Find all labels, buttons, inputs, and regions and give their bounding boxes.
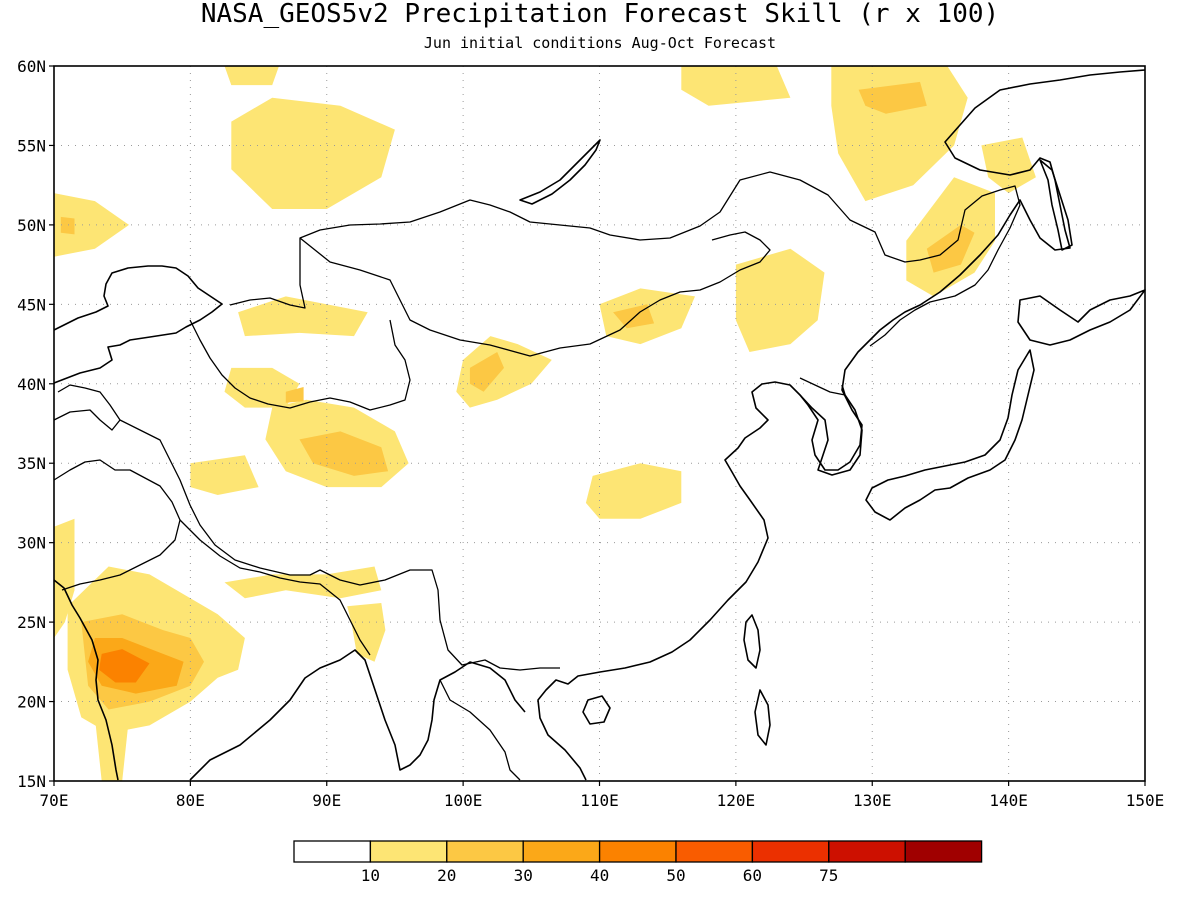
coastline-korea [799, 384, 863, 476]
colorbar-swatch [293, 840, 372, 863]
y-tick-label: 25N [17, 613, 46, 632]
colorbar-swatch [828, 840, 906, 863]
skill-region-altai-north-10 [224, 66, 279, 86]
skill-region-gansu-ningxia-20 [469, 352, 504, 392]
coastline-east-asia [53, 265, 223, 384]
colorbar-label: 30 [514, 866, 533, 885]
y-tick-label: 15N [17, 772, 46, 791]
skill-region-central-india-40 [99, 649, 150, 683]
skill-region-sea-of-okhotsk-east-10 [981, 137, 1036, 194]
x-tick-label: 130E [853, 791, 892, 810]
border-russia-mongolia-china [229, 171, 1021, 347]
skill-shading-layer [54, 66, 1036, 781]
coastline-japan [865, 349, 1035, 521]
border-afghanistan [53, 384, 121, 431]
border-china-south [119, 419, 560, 671]
coastline-india-west [53, 579, 119, 781]
colorbar-label: 75 [819, 866, 838, 885]
colorbar-swatch [369, 840, 448, 863]
skill-region-karakoram-10 [190, 455, 259, 495]
x-tick-label: 70E [40, 791, 69, 810]
skill-region-sichuan-basin-10 [585, 463, 682, 519]
y-tick-label: 35N [17, 454, 46, 473]
colorbar-label: 40 [590, 866, 609, 885]
colorbar-swatch [675, 840, 754, 863]
x-tick-label: 120E [717, 791, 756, 810]
y-tick-label: 60N [17, 57, 46, 76]
skill-region-amur-20 [926, 224, 975, 273]
skill-region-kazakh-north-10 [54, 193, 129, 257]
skill-region-gansu-ningxia-10 [456, 336, 552, 408]
colorbar-swatch [904, 840, 983, 863]
map-subtitle: Jun initial conditions Aug-Oct Forecast [424, 34, 776, 52]
y-tick-label: 55N [17, 136, 46, 155]
skill-region-manchuria-10 [735, 248, 825, 352]
colorbar-swatch [446, 840, 524, 863]
lake-baikal [519, 139, 601, 205]
colorbar-swatch [522, 840, 601, 863]
coastline-taiwan [743, 614, 761, 669]
skill-region-tarim-south-20 [285, 387, 304, 403]
y-tick-label: 30N [17, 534, 46, 553]
x-tick-label: 100E [444, 791, 483, 810]
colorbar-label: 50 [666, 866, 685, 885]
skill-region-altai-west-10 [231, 97, 395, 209]
border-indochina [439, 679, 521, 781]
x-tick-label: 140E [989, 791, 1028, 810]
skill-region-yakutia-west-10 [681, 66, 791, 106]
border-india-pakistan [53, 459, 181, 591]
y-tick-label: 20N [17, 693, 46, 712]
coastline-bay-of-bengal [189, 649, 526, 781]
colorbar: 10 20 30 40 50 60 75 [293, 840, 983, 885]
skill-region-kazakh-north-20 [60, 216, 75, 235]
y-tick-label: 45N [17, 295, 46, 314]
x-tick-label: 110E [580, 791, 619, 810]
axis-tick-labels: 70E 80E 90E 100E 110E 120E 130E 140E 150E 15N 20N 2… [17, 57, 1164, 810]
coastline-hokkaido [1017, 289, 1146, 346]
border-mongolia-china [299, 231, 771, 357]
colorbar-label: 60 [743, 866, 762, 885]
coastline-sakhalin [1039, 159, 1073, 251]
skill-region-assam-10 [347, 603, 386, 662]
y-tick-label: 40N [17, 375, 46, 394]
x-tick-label: 150E [1126, 791, 1165, 810]
border-nepal-bhutan [179, 519, 371, 656]
coastline-china-east [537, 69, 1146, 781]
y-tick-label: 50N [17, 216, 46, 235]
colorbar-label: 10 [361, 866, 380, 885]
colorbar-label: 20 [437, 866, 456, 885]
skill-region-tianshan-10 [238, 296, 368, 337]
skill-region-tarim-south-10 [224, 367, 300, 408]
colorbar-swatch [751, 840, 830, 863]
map-title: NASA_GEOS5v2 Precipitation Forecast Skil… [201, 0, 999, 29]
x-tick-label: 80E [176, 791, 205, 810]
colorbar-swatch [598, 840, 677, 863]
coastline-luzon [754, 689, 771, 746]
skill-region-west-coast-india-10 [54, 518, 75, 638]
x-tick-label: 90E [312, 791, 341, 810]
coastline-and-borders [53, 69, 1146, 781]
border-kazakhstan-china [189, 319, 411, 411]
coastline-hainan [582, 695, 611, 725]
skill-region-siberia-east-20 [858, 81, 927, 114]
skill-region-tibet-north-20 [299, 431, 389, 476]
border-north-korea [799, 377, 846, 396]
graticule [54, 66, 1145, 781]
